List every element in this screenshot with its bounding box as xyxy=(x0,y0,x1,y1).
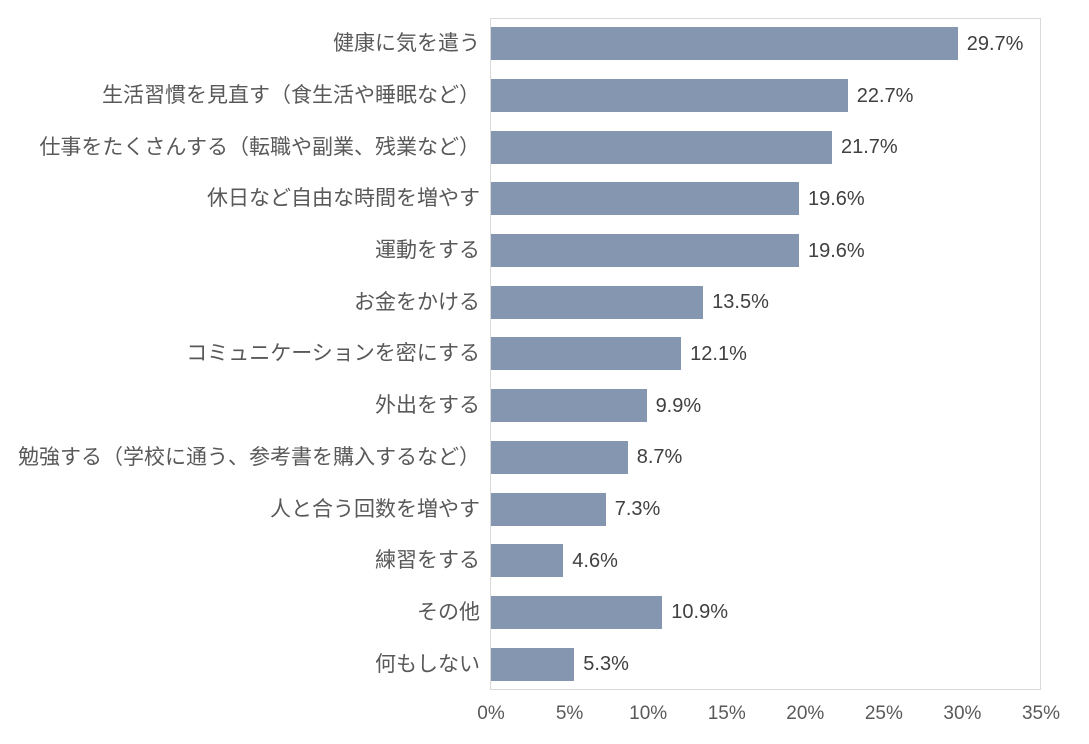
category-label: 休日など自由な時間を増やす xyxy=(207,187,480,211)
bar-track: 19.6% xyxy=(491,225,1041,277)
x-tick-label: 25% xyxy=(864,703,903,724)
chart-row: 健康に気を遣う 29.7% xyxy=(0,18,1089,70)
chart-row: 生活習慣を見直す（食生活や睡眠など） 22.7% xyxy=(0,70,1089,122)
bar-track: 5.3% xyxy=(491,638,1041,690)
chart-row: その他 10.9% xyxy=(0,587,1089,639)
plot-area: 健康に気を遣う 29.7% 生活習慣を見直す（食生活や睡眠など） 22.7% 仕事をたく… xyxy=(0,18,1089,690)
category-label: 仕事をたくさんする（転職や副業、残業など） xyxy=(39,135,480,159)
chart-row: 人と合う回数を増やす 7.3% xyxy=(0,483,1089,535)
bar xyxy=(491,337,682,371)
x-tick-label: 15% xyxy=(707,703,746,724)
value-label: 7.3% xyxy=(614,498,661,521)
bar-track: 10.9% xyxy=(491,587,1041,639)
bar xyxy=(491,492,606,526)
category-label: 何もしない xyxy=(375,652,480,676)
category-label: 勉強する（学校に通う、参考書を購入するなど） xyxy=(18,445,480,469)
category-label: 健康に気を遣う xyxy=(333,32,480,56)
value-label: 22.7% xyxy=(856,84,914,107)
bar-track: 22.7% xyxy=(491,70,1041,122)
value-label: 10.9% xyxy=(671,601,728,624)
category-label: 外出をする xyxy=(375,394,480,418)
x-tick-label: 0% xyxy=(477,703,505,724)
chart-row: 仕事をたくさんする（転職や副業、残業など） 21.7% xyxy=(0,121,1089,173)
bar xyxy=(491,544,564,578)
bar xyxy=(491,182,799,216)
bar-track: 12.1% xyxy=(491,328,1041,380)
bar xyxy=(491,595,663,629)
x-axis: 0% 5% 10% 15% 20% 25% 30% 35% xyxy=(0,694,1089,738)
value-label: 12.1% xyxy=(690,342,747,365)
bar-track: 29.7% xyxy=(491,18,1041,70)
value-label: 19.6% xyxy=(808,239,865,262)
category-label: 人と合う回数を増やす xyxy=(270,497,480,521)
bar xyxy=(491,27,958,61)
value-label: 5.3% xyxy=(583,653,629,676)
bar xyxy=(491,130,832,164)
chart-row: 何もしない 5.3% xyxy=(0,638,1089,690)
category-label: お金をかける xyxy=(354,290,480,314)
chart-row: 運動をする 19.6% xyxy=(0,225,1089,277)
chart-row: 休日など自由な時間を増やす 19.6% xyxy=(0,173,1089,225)
x-tick-label: 30% xyxy=(943,703,982,724)
bar-track: 9.9% xyxy=(491,380,1041,432)
chart-row: 外出をする 9.9% xyxy=(0,380,1089,432)
category-label: コミュニケーションを密にする xyxy=(186,342,480,366)
bar xyxy=(491,79,848,113)
bar-track: 8.7% xyxy=(491,432,1041,484)
chart-row: コミュニケーションを密にする 12.1% xyxy=(0,328,1089,380)
bar xyxy=(491,440,628,474)
category-label: 生活習慣を見直す（食生活や睡眠など） xyxy=(102,84,480,108)
category-label: 運動をする xyxy=(375,239,480,263)
chart-row: 勉強する（学校に通う、参考書を購入するなど） 8.7% xyxy=(0,432,1089,484)
category-label: その他 xyxy=(417,600,480,624)
value-label: 8.7% xyxy=(636,446,683,469)
bar xyxy=(491,234,799,268)
value-label: 4.6% xyxy=(572,549,618,572)
x-tick-label: 35% xyxy=(1021,703,1061,724)
bar-track: 21.7% xyxy=(491,121,1041,173)
bar-track: 4.6% xyxy=(491,535,1041,587)
bar-track: 13.5% xyxy=(491,276,1041,328)
value-label: 29.7% xyxy=(966,32,1024,55)
chart-row: 練習をする 4.6% xyxy=(0,535,1089,587)
category-label: 練習をする xyxy=(375,549,480,573)
x-tick-label: 10% xyxy=(629,703,668,724)
bar xyxy=(491,389,647,423)
value-label: 13.5% xyxy=(712,291,769,314)
bar-track: 19.6% xyxy=(491,173,1041,225)
chart-row: お金をかける 13.5% xyxy=(0,276,1089,328)
bar-rows: 健康に気を遣う 29.7% 生活習慣を見直す（食生活や睡眠など） 22.7% 仕事をたく… xyxy=(0,18,1089,690)
bar xyxy=(491,647,575,681)
value-label: 9.9% xyxy=(655,394,702,417)
bar-track: 7.3% xyxy=(491,483,1041,535)
x-tick-label: 5% xyxy=(555,703,584,724)
value-label: 19.6% xyxy=(808,187,865,210)
x-tick-label: 20% xyxy=(786,703,825,724)
value-label: 21.7% xyxy=(841,136,898,159)
bar xyxy=(491,285,704,319)
